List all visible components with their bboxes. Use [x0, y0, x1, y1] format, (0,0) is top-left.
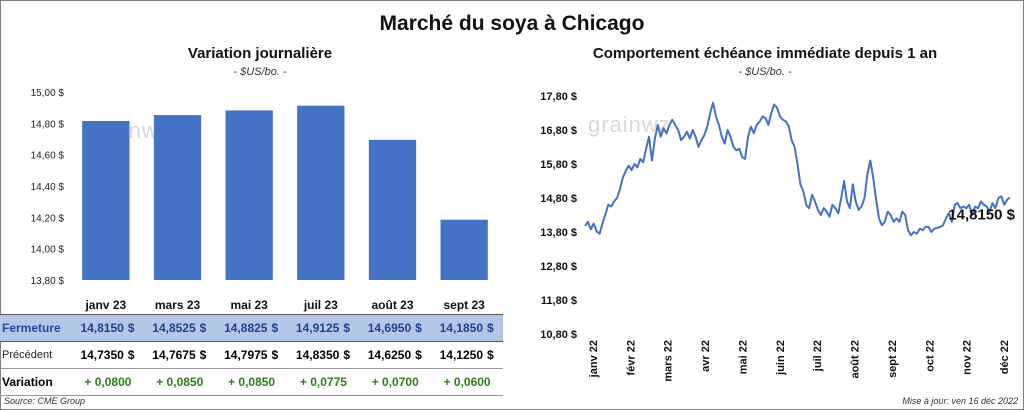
cell-change: + 0,0850 — [156, 375, 204, 389]
last-price-label: 14,8150 $ — [948, 206, 1015, 223]
cell-currency: $ — [415, 348, 422, 362]
cell-change: + 0,0700 — [371, 375, 419, 389]
x-tick-label: sept 22 — [887, 340, 899, 378]
line-chart: 10,80 $ 11,80 $ 12,80 $ 13,80 $ 14,80 $ 15,80… — [540, 91, 1015, 382]
cell-currency: $ — [487, 348, 494, 362]
cell-value: 14,8350 — [295, 348, 340, 362]
x-tick-label: juin 22 — [775, 340, 787, 376]
x-tick-label: mai 22 — [737, 340, 749, 374]
x-tick-label: janv 22 — [588, 340, 600, 378]
row-fermeture: Fermeture 14,8150 $ 14,8525 $ 14,8825 $ 14,… — [0, 314, 503, 342]
bar — [440, 219, 488, 280]
cell-value: 14,7975 — [224, 348, 268, 362]
x-tick-label: sept 23 — [443, 298, 485, 312]
y-tick-label: 17,80 $ — [540, 91, 577, 103]
page-title: Marché du soya à Chicago — [379, 12, 645, 35]
y-tick-label: 16,80 $ — [540, 125, 577, 137]
y-tick-label: 15,80 $ — [540, 159, 577, 171]
x-tick-label: août 22 — [850, 340, 862, 379]
update-note: Mise à jour: ven 16 déc 2022 — [902, 396, 1018, 406]
y-tick-label: 13,80 $ — [540, 227, 577, 239]
cell-currency: $ — [343, 348, 350, 362]
cell-currency: $ — [271, 321, 279, 335]
line-chart-units: - $US/bo. - — [738, 66, 792, 78]
source-note: Source: CME Group — [4, 396, 86, 406]
cell-change: + 0,0850 — [228, 375, 276, 389]
line-chart-title: Comportement échéance immédiate depuis 1… — [592, 45, 938, 62]
cell-change: + 0,0600 — [443, 375, 491, 389]
cell-currency: $ — [271, 348, 279, 362]
bar-chart: 13,80 $ 14,00 $ 14,20 $ 14,40 $ 14,60 $ 14,80… — [31, 88, 488, 312]
x-tick-label: juil 22 — [812, 340, 824, 372]
cell-currency: $ — [415, 321, 422, 335]
cell-value: 14,9125 — [295, 321, 340, 335]
y-tick-label: 11,80 $ — [541, 295, 577, 307]
y-tick-label: 13,80 $ — [31, 276, 65, 287]
x-tick-label: oct 22 — [924, 340, 936, 372]
cell-currency: $ — [127, 321, 135, 335]
cell-value: 14,8525 — [152, 321, 196, 335]
y-tick-label: 14,00 $ — [31, 245, 65, 256]
row-label: Fermeture — [2, 321, 61, 335]
cell-value: 14,1850 — [439, 321, 483, 335]
cell-currency: $ — [199, 348, 207, 362]
cell-value: 14,7675 — [152, 348, 196, 362]
y-tick-label: 14,20 $ — [31, 213, 65, 224]
x-tick-label: févr 22 — [625, 340, 637, 375]
cell-value: 14,6950 — [367, 321, 412, 335]
bar-chart-title: Variation journalière — [187, 45, 333, 62]
cell-value: 14,8150 — [80, 321, 124, 335]
cell-change: + 0,0800 — [84, 375, 132, 389]
x-tick-label: janv 23 — [84, 298, 126, 312]
y-tick-label: 15,00 $ — [31, 88, 65, 99]
y-tick-label: 14,40 $ — [31, 182, 65, 193]
bar — [297, 105, 345, 280]
row-label: Précédent — [2, 349, 53, 361]
cell-change: + 0,0775 — [299, 375, 347, 389]
cell-currency: $ — [343, 321, 350, 335]
y-tick-label: 12,80 $ — [540, 261, 577, 273]
cell-currency: $ — [199, 321, 207, 335]
x-tick-label: avr 22 — [700, 340, 712, 372]
row-label: Variation — [2, 375, 53, 389]
y-tick-label: 14,60 $ — [31, 151, 65, 162]
x-tick-label: nov 22 — [962, 340, 974, 375]
cell-value: 14,6250 — [367, 348, 412, 362]
y-tick-label: 14,80 $ — [31, 119, 65, 130]
x-tick-label: mars 22 — [663, 340, 675, 382]
cell-value: 14,1250 — [439, 348, 483, 362]
bar — [368, 139, 417, 280]
row-variation: Variation + 0,0800 + 0,0850 + 0,0850 + 0… — [0, 368, 503, 396]
x-tick-label: juil 23 — [303, 298, 338, 312]
bar — [153, 115, 202, 280]
cell-value: 14,7350 — [80, 348, 124, 362]
price-summary-table: Fermeture 14,8150 $ 14,8525 $ 14,8825 $ 14,… — [0, 314, 503, 396]
x-tick-label: août 23 — [371, 298, 413, 312]
bar — [225, 110, 273, 281]
bar-chart-units: - $US/bo. - — [233, 66, 287, 78]
cell-currency: $ — [127, 348, 135, 362]
bar — [82, 120, 130, 280]
cell-value: 14,8825 — [224, 321, 268, 335]
y-tick-label: 14,80 $ — [540, 193, 577, 205]
x-tick-label: mars 23 — [155, 298, 201, 312]
y-tick-label: 10,80 $ — [540, 329, 577, 341]
x-tick-label: déc 22 — [999, 340, 1011, 374]
x-tick-label: mai 23 — [230, 298, 268, 312]
cell-currency: $ — [487, 321, 494, 335]
price-line — [584, 101, 1011, 237]
row-precedent: Précédent 14,7350 $ 14,7675 $ 14,7975 $ 14,… — [0, 342, 503, 369]
